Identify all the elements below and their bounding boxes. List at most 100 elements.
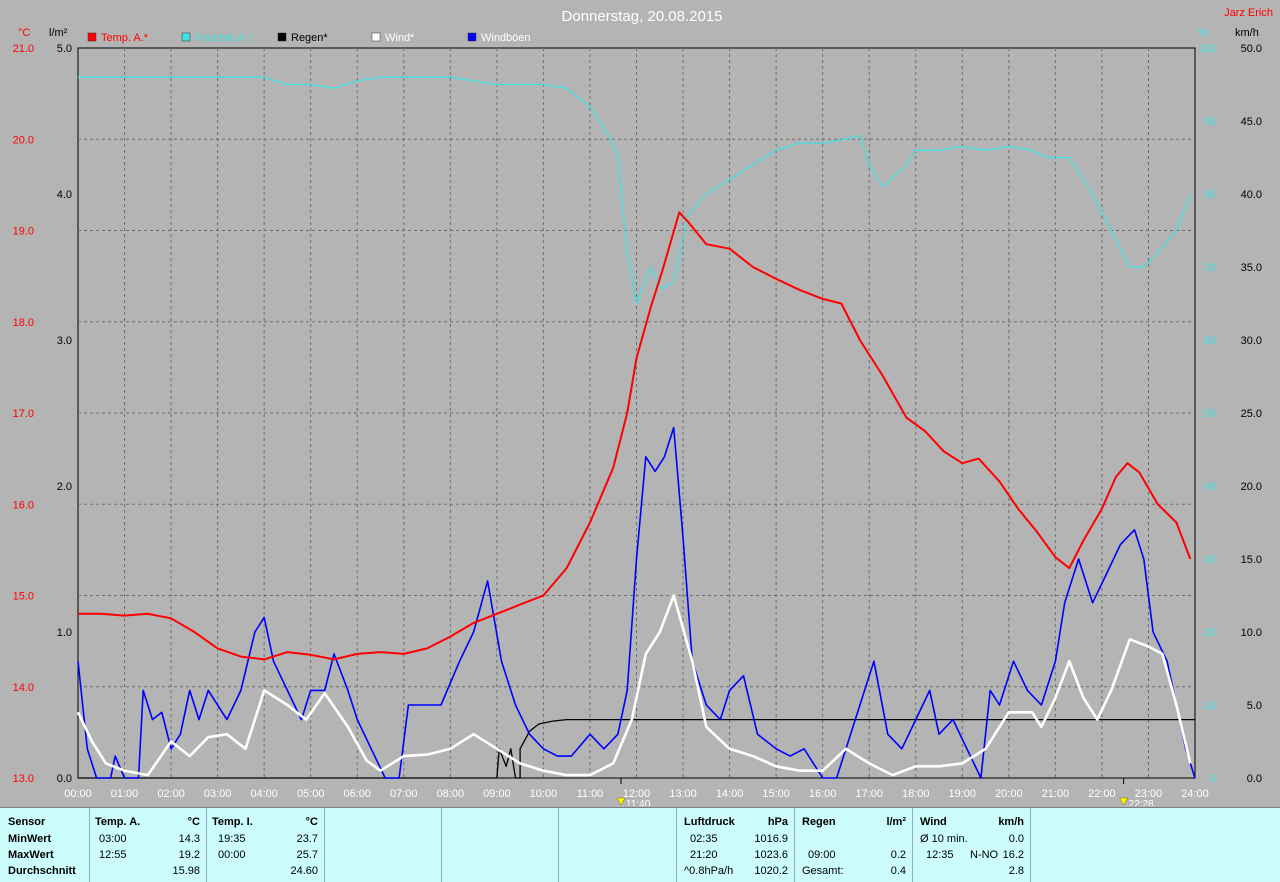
- legend-swatch: [467, 32, 477, 42]
- temp-a-unit: °C: [187, 816, 200, 828]
- humidity-tick-label: 90: [1204, 116, 1216, 128]
- wind-max-time: 12:35: [926, 849, 954, 861]
- rain-max: 0.2: [890, 849, 906, 861]
- unit-rain: l/m²: [49, 27, 68, 39]
- wind-unit: km/h: [998, 816, 1024, 828]
- temp-tick-label: 17.0: [13, 408, 34, 420]
- wind-avg: 2.8: [1008, 865, 1024, 877]
- marker-label: 11:40: [626, 799, 651, 806]
- series-line: [76, 594, 1192, 777]
- temp-tick-label: 15.0: [13, 591, 34, 603]
- humidity-tick-label: 10: [1204, 700, 1216, 712]
- row-avg: Durchschnitt: [8, 865, 76, 877]
- pressure-max-time: 21:20: [690, 849, 718, 861]
- legend: Temp. A.* Feuchte A.* Regen* Wind* Windböen: [87, 32, 531, 44]
- wind-tick-label: 10.0: [1241, 627, 1262, 639]
- wind-max-dir: N-NO: [970, 849, 999, 861]
- humidity-tick-label: 100: [1198, 43, 1216, 55]
- x-tick-label: 04:00: [250, 788, 278, 800]
- legend-swatch: [277, 32, 287, 42]
- stats-temp-i: Temp. I. °C 19:35 23.7 00:00 25.7 24.60: [206, 808, 325, 882]
- legend-label: Temp. A.*: [101, 32, 149, 44]
- row-max: MaxWert: [8, 849, 54, 861]
- stats-rain: Regen l/m² 09:00 0.2 Gesamt: 0.4: [794, 808, 913, 882]
- marker-arrow: [616, 797, 626, 806]
- marker-arrow: [1119, 797, 1129, 806]
- wind-avg-val: 0.0: [1008, 833, 1024, 845]
- wind-tick-label: 25.0: [1241, 408, 1262, 420]
- wind-tick-label: 35.0: [1241, 262, 1262, 274]
- temp-tick-label: 21.0: [13, 43, 34, 55]
- stats-empty-2: [441, 808, 559, 882]
- humidity-tick-label: 40: [1204, 481, 1216, 493]
- humidity-tick-label: 20: [1204, 627, 1216, 639]
- temp-i-max: 25.7: [296, 849, 318, 861]
- rain-tick-label: 3.0: [57, 335, 72, 347]
- x-tick-label: 21:00: [1042, 788, 1070, 800]
- x-tick-label: 18:00: [902, 788, 930, 800]
- humidity-tick-label: 80: [1204, 189, 1216, 201]
- temp-i-min-time: 19:35: [218, 833, 246, 845]
- stats-temp-a: Temp. A. °C 03:00 14.3 12:55 19.2 15.98: [89, 808, 207, 882]
- temp-i-max-time: 00:00: [218, 849, 246, 861]
- temp-a-min: 14.3: [178, 833, 200, 845]
- temp-tick-label: 20.0: [13, 134, 34, 146]
- rain-total-label: Gesamt:: [802, 865, 844, 877]
- x-tick-label: 24:00: [1181, 788, 1209, 800]
- x-tick-label: 14:00: [716, 788, 744, 800]
- x-tick-label: 09:00: [483, 788, 511, 800]
- temp-i-avg: 24.60: [290, 865, 318, 877]
- legend-label: Wind*: [385, 32, 415, 44]
- wind-tick-label: 5.0: [1247, 700, 1262, 712]
- temp-a-max: 19.2: [178, 849, 200, 861]
- wind-tick-label: 15.0: [1241, 554, 1262, 566]
- x-tick-label: 11:00: [577, 788, 604, 800]
- legend-label: Windböen: [481, 32, 531, 44]
- chart-title: Donnerstag, 20.08.2015: [562, 8, 723, 25]
- x-tick-label: 15:00: [762, 788, 790, 800]
- pressure-current: 1020.2: [754, 865, 788, 877]
- x-tick-label: 05:00: [297, 788, 325, 800]
- axes: 00:00 01:00 02:00 03:00 04:00 05:00 06:00 07:00…: [13, 43, 1262, 800]
- rain-max-time: 09:00: [808, 849, 836, 861]
- temp-tick-label: 13.0: [13, 773, 34, 785]
- rain-tick-label: 0.0: [57, 773, 72, 785]
- unit-temp: °C: [18, 27, 30, 39]
- stats-panel: Sensor MinWert MaxWert Durchschnitt Temp…: [0, 807, 1280, 882]
- rain-tick-label: 5.0: [57, 43, 72, 55]
- time-markers: 11:40 22:28: [616, 778, 1154, 806]
- pressure-min: 1016.9: [754, 833, 788, 845]
- x-tick-label: 23:00: [1135, 788, 1163, 800]
- temp-tick-label: 14.0: [13, 682, 34, 694]
- rain-tick-label: 4.0: [57, 189, 72, 201]
- pressure-trend: ^0.8hPa/h: [684, 865, 734, 877]
- wind-tick-label: 20.0: [1241, 481, 1262, 493]
- rain-tick-label: 1.0: [57, 627, 72, 639]
- x-tick-label: 22:00: [1088, 788, 1116, 800]
- pressure-unit: hPa: [767, 816, 788, 828]
- stats-empty-1: [324, 808, 442, 882]
- legend-swatch: [87, 32, 97, 42]
- temp-tick-label: 16.0: [13, 499, 34, 511]
- stats-pressure: Luftdruck hPa 02:35 1016.9 21:20 1023.6 …: [676, 808, 795, 882]
- rain-tick-label: 2.0: [57, 481, 72, 493]
- x-tick-label: 01:00: [111, 788, 139, 800]
- wind-tick-label: 40.0: [1241, 189, 1262, 201]
- x-tick-label: 03:00: [204, 788, 232, 800]
- x-tick-label: 00:00: [64, 788, 92, 800]
- temp-tick-label: 18.0: [13, 317, 34, 329]
- marker-label: 22:28: [1129, 799, 1154, 806]
- humidity-tick-label: 0: [1210, 773, 1216, 785]
- pressure-title: Luftdruck: [684, 816, 735, 828]
- legend-swatch: [181, 32, 191, 42]
- weather-chart: Donnerstag, 20.08.2015 Jarz Erich °C l/m…: [13, 7, 1273, 806]
- humidity-tick-label: 60: [1204, 335, 1216, 347]
- wind-max: 16.2: [1002, 849, 1024, 861]
- temp-a-title: Temp. A.: [95, 816, 141, 828]
- legend-label: Regen*: [291, 32, 328, 44]
- rain-title: Regen: [802, 816, 836, 828]
- humidity-tick-label: 50: [1204, 408, 1216, 420]
- stats-wind: Wind km/h Ø 10 min. 0.0 12:35 N-NO 16.2 …: [912, 808, 1031, 882]
- x-tick-label: 02:00: [157, 788, 185, 800]
- x-tick-label: 16:00: [809, 788, 837, 800]
